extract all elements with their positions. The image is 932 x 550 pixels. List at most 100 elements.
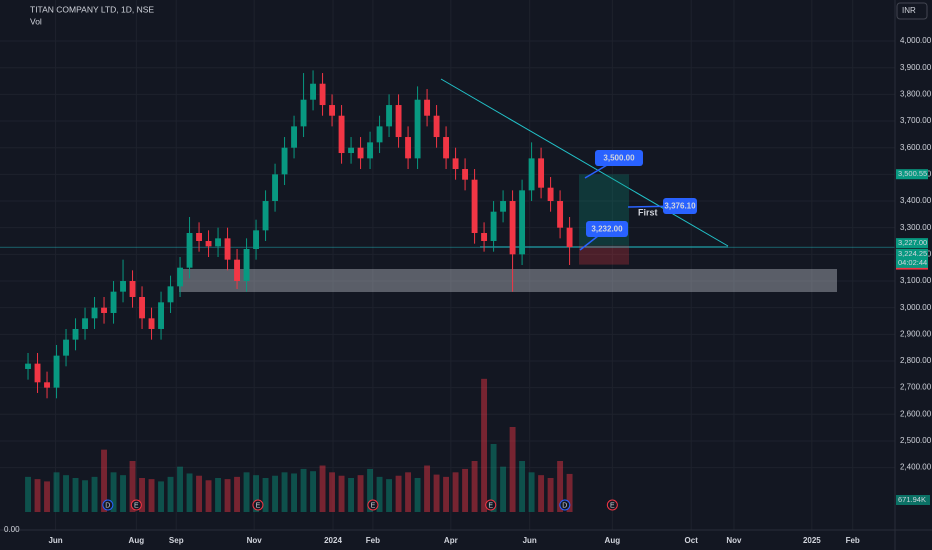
price-label-box [896, 248, 928, 259]
candle-body [196, 233, 202, 242]
volume-bar [462, 468, 469, 512]
volume-bar [243, 472, 250, 512]
candle-body [490, 211, 497, 242]
event-marker [559, 499, 571, 511]
volume-title: Vol [30, 16, 42, 26]
x-tick-label: Nov [726, 536, 742, 545]
volume-bar [376, 476, 383, 512]
y-tick-label: 3,900.00 [900, 63, 932, 72]
volume-bar [63, 475, 69, 512]
currency-box[interactable] [896, 2, 928, 20]
candle-body [338, 115, 345, 154]
volume-bar [253, 475, 259, 512]
volume-bar [272, 475, 279, 512]
volume-bar [547, 478, 554, 512]
y-tick-label: 4,000.00 [900, 36, 932, 45]
volume-bar [500, 466, 507, 512]
event-label: E [610, 502, 615, 509]
candle-body [329, 105, 336, 116]
candle-body [566, 227, 573, 248]
candle-body [72, 328, 79, 340]
callout-label: 3,376.10 [664, 202, 696, 211]
candle-body [186, 233, 193, 268]
y-tick-label: 3,600.00 [900, 143, 932, 152]
y-tick-label: 3,800.00 [900, 89, 932, 98]
candle-body [319, 83, 326, 106]
x-tick-label: Feb [366, 536, 380, 545]
candle-body [110, 291, 117, 313]
candle-body [63, 339, 69, 356]
candle-body [405, 137, 412, 159]
event-marker [485, 499, 497, 511]
position-stop [579, 245, 629, 265]
event-label: E [256, 502, 261, 509]
volume-bar [91, 476, 98, 512]
x-tick-label: Apr [444, 536, 458, 545]
x-tick-label: Sep [169, 536, 184, 545]
candle-body [500, 201, 507, 212]
candle-body [443, 137, 450, 159]
x-tick-label: Oct [685, 536, 699, 545]
volume-bar [158, 481, 164, 512]
volume-label: 671.94K [898, 495, 926, 504]
candle-body [376, 126, 383, 143]
price-label-box [896, 169, 928, 180]
candle-body [34, 363, 41, 383]
volume-bar [481, 378, 488, 512]
candle-body [262, 201, 269, 231]
volume-bar [414, 478, 421, 512]
volume-bar [443, 476, 450, 512]
x-tick-label: Feb [846, 536, 860, 545]
candle-body [291, 126, 298, 148]
countdown-box [896, 257, 928, 268]
event-marker [606, 499, 618, 511]
y-tick-label: 2,600.00 [900, 409, 932, 418]
candle-body [129, 280, 136, 297]
event-label: E [371, 502, 376, 509]
volume-bar [110, 472, 117, 512]
volume-bar [519, 461, 526, 512]
note: First [638, 207, 658, 217]
volume-bar [433, 474, 440, 512]
y-tick-label: 2,500.00 [900, 436, 932, 445]
x-tick-label: Jun [523, 536, 537, 545]
volume-bar [139, 478, 145, 512]
candle-body [205, 241, 212, 247]
candle-body [357, 147, 364, 159]
countdown: 04:02:44 [898, 258, 927, 267]
event-marker [130, 499, 142, 511]
candle-body [528, 158, 535, 191]
volume-bar [424, 465, 431, 512]
volume-bar [310, 471, 317, 512]
event-marker [367, 499, 379, 511]
volume-bar [395, 475, 402, 512]
candle-body [224, 238, 231, 260]
y-tick-label: 3,300.00 [900, 223, 932, 232]
y-tick-label: 3,000.00 [900, 303, 932, 312]
candle-body [44, 382, 50, 388]
event-marker [252, 499, 264, 511]
volume-bar [215, 478, 221, 512]
volume-bar [34, 479, 41, 512]
volume-bar [72, 478, 79, 512]
volume-bar [224, 479, 231, 512]
volume-bar [196, 475, 202, 512]
candle-body [167, 286, 174, 303]
grid [0, 0, 895, 530]
y-tick-label: 2,800.00 [900, 356, 932, 365]
y-tick-label: 3,100.00 [900, 276, 932, 285]
volume-bar [405, 472, 412, 512]
volume-bar [386, 479, 393, 512]
volume-bar [186, 473, 193, 512]
callout-label: 3,500.00 [603, 154, 635, 163]
x-tick-label: 2025 [803, 536, 821, 545]
candle-body [348, 147, 355, 154]
volume-bar [82, 480, 88, 512]
candle-body [158, 302, 164, 329]
candle-body [471, 179, 478, 234]
volume-bar [538, 475, 545, 512]
currency[interactable]: INR [902, 6, 916, 15]
candle-body [310, 83, 317, 100]
